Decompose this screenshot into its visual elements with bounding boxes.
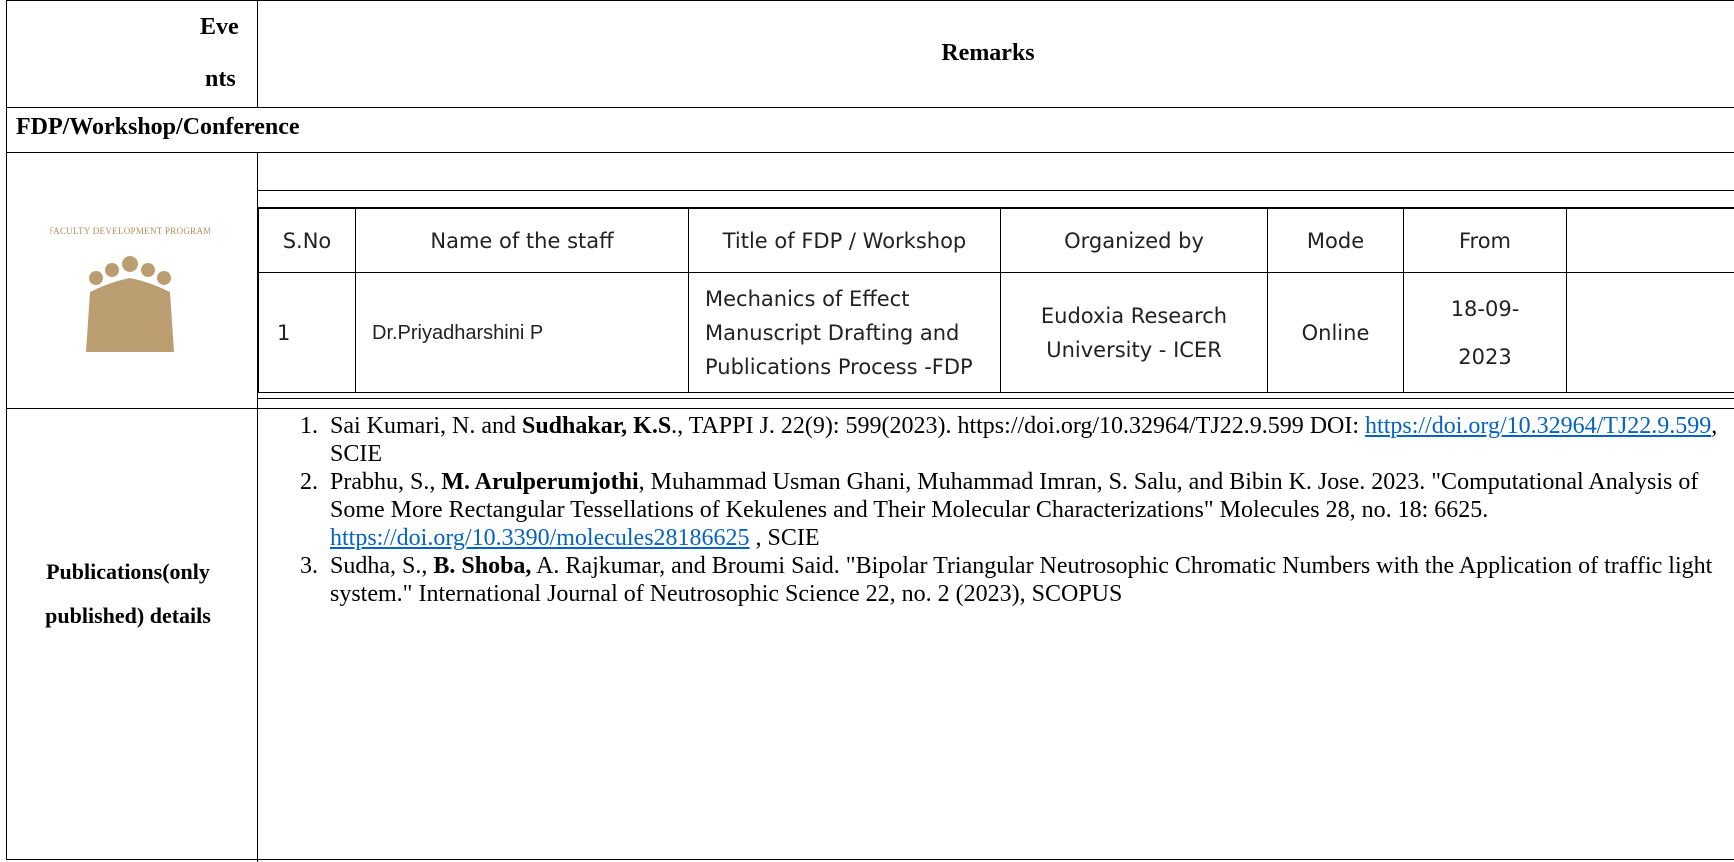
- item-text: Sudha, S., B. Shoba, A. Rajkumar, and Br…: [330, 552, 1720, 608]
- doi-link[interactable]: https://doi.org/10.32964/TJ22.9.599: [1365, 413, 1712, 439]
- table-cell: [1566, 272, 1734, 393]
- item-text: Sai Kumari, N. and Sudhakar, K.S., TAPPI…: [330, 412, 1720, 468]
- divider: [6, 152, 1734, 153]
- citation-text: Sudha, S.,: [330, 553, 434, 579]
- publications-list: 1. Sai Kumari, N. and Sudhakar, K.S., TAP…: [300, 412, 1720, 608]
- table-cell: Online: [1267, 272, 1404, 393]
- table-cell: From: [1403, 207, 1567, 273]
- citation-text: , Muhammad Usman Ghani, Muhammad Imran, …: [330, 469, 1699, 523]
- publication-item: 1. Sai Kumari, N. and Sudhakar, K.S., TAP…: [300, 412, 1720, 468]
- table-cell: Organized by: [1000, 207, 1268, 273]
- citation-text: A. Rajkumar, and Broumi Said. "Bipolar T…: [330, 553, 1713, 607]
- table-cell: Mechanics of Effect Manuscript Drafting …: [688, 272, 1001, 393]
- table-cell: Dr.Priyadharshini P: [355, 272, 689, 393]
- table-cell: 18-09-2023: [1403, 272, 1567, 393]
- publication-item: 3. Sudha, S., B. Shoba, A. Rajkumar, and …: [300, 552, 1720, 608]
- publications-label: Publications(only published) details: [45, 559, 211, 628]
- divider: [257, 152, 258, 862]
- item-number: 3.: [300, 553, 318, 579]
- table-value: Mechanics of Effect Manuscript Drafting …: [705, 286, 973, 379]
- table-value: 18-09-2023: [1450, 296, 1520, 369]
- divider: [257, 0, 258, 107]
- column-header: S.No: [282, 228, 332, 253]
- table-value: 1: [277, 320, 291, 345]
- table-value: Dr.Priyadharshini P: [372, 321, 544, 344]
- author-bold: Sudhakar, K.S: [521, 413, 672, 439]
- citation-text: , SCIE: [330, 413, 1718, 467]
- divider: [6, 107, 1734, 108]
- header-events: Eve: [200, 14, 239, 40]
- fdp-image: Faculty Development Program: [50, 226, 210, 352]
- column-header: Name of the staff: [430, 228, 614, 253]
- header-remarks: Remarks: [941, 40, 1035, 66]
- table-cell: S.No: [258, 207, 356, 273]
- table-value: Eudoxia Research University - ICER: [1040, 303, 1228, 362]
- citation-text: Prabhu, S.,: [330, 469, 442, 495]
- table-value: Online: [1301, 320, 1370, 345]
- citation-text: , SCIE: [749, 525, 820, 551]
- divider: [6, 408, 1734, 409]
- citation-text: Sai Kumari, N. and: [330, 413, 522, 439]
- divider: [257, 398, 1734, 399]
- image-caption: Faculty Development Program: [50, 226, 210, 236]
- column-header: From: [1458, 228, 1512, 253]
- item-number: 2.: [300, 469, 318, 495]
- column-header: Mode: [1306, 228, 1365, 253]
- header-events: nts: [205, 66, 236, 92]
- author-bold: M. Arulperumjothi: [441, 469, 639, 495]
- table-cell: Eudoxia Research University - ICER: [1000, 272, 1268, 393]
- column-header: Organized by: [1064, 228, 1204, 253]
- table-cell: 1: [258, 272, 356, 393]
- table-cell: Mode: [1267, 207, 1404, 273]
- divider: [257, 190, 1734, 191]
- table-cell: Title of FDP / Workshop: [688, 207, 1001, 273]
- item-text: Prabhu, S., M. Arulperumjothi, Muhammad …: [330, 468, 1720, 552]
- doi-link[interactable]: https://doi.org/10.3390/molecules2818662…: [330, 525, 750, 551]
- column-header: Title of FDP / Workshop: [722, 228, 967, 253]
- author-bold: B. Shoba,: [433, 553, 532, 579]
- section-title: FDP/Workshop/Conference: [16, 114, 300, 140]
- table-cell: Name of the staff: [355, 207, 689, 273]
- table-cell: [1566, 207, 1734, 273]
- citation-text: ., TAPPI J. 22(9): 599(2023). https://do…: [671, 413, 1366, 439]
- item-number: 1.: [300, 413, 318, 439]
- publication-item: 2. Prabhu, S., M. Arulperumjothi, Muhamma…: [300, 468, 1720, 552]
